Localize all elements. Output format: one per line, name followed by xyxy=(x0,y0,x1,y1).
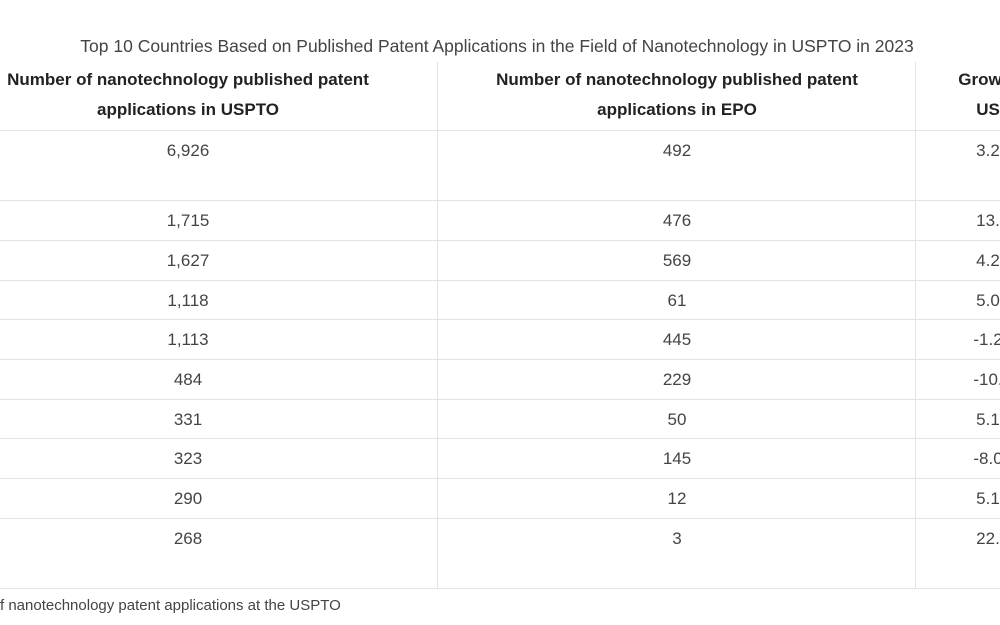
column-header: applications in USPTO xyxy=(97,100,279,119)
row-divider xyxy=(0,319,1000,320)
table-cell: 1,715 xyxy=(166,211,210,230)
column-header: applications in EPO xyxy=(597,100,757,119)
table-cell: 323 xyxy=(173,449,203,468)
table-cell: 145 xyxy=(662,449,692,468)
table-cell: 5.1 xyxy=(976,410,1000,429)
table-cell: -10. xyxy=(973,370,1000,389)
table-cell: 61 xyxy=(667,291,687,310)
table-cell: 13. xyxy=(976,211,1000,230)
table-cell: 569 xyxy=(662,251,692,270)
table-cell: 22. xyxy=(976,529,1000,548)
row-divider xyxy=(0,130,1000,131)
table-cell: -1.2 xyxy=(973,330,1000,349)
column-divider xyxy=(437,62,438,588)
row-divider xyxy=(0,359,1000,360)
table-cell: 5.0 xyxy=(976,291,1000,310)
row-divider xyxy=(0,280,1000,281)
column-header: Number of nanotechnology published paten… xyxy=(496,70,858,89)
column-header: Number of nanotechnology published paten… xyxy=(7,70,369,89)
table-cell: 3.2 xyxy=(976,141,1000,160)
table-title: Top 10 Countries Based on Published Pate… xyxy=(80,36,914,56)
table-cell: 1,113 xyxy=(167,330,209,349)
table-cell: 1,627 xyxy=(166,251,210,270)
table-cell: 5.1 xyxy=(976,489,1000,508)
table-cell: 229 xyxy=(662,370,692,389)
row-divider xyxy=(0,240,1000,241)
row-divider xyxy=(0,588,1000,589)
column-divider xyxy=(915,62,916,588)
table-cell: 290 xyxy=(173,489,203,508)
table-cell: 3 xyxy=(672,529,682,548)
footnote: f nanotechnology patent applications at … xyxy=(0,597,341,614)
table-cell: 445 xyxy=(662,330,692,349)
table-cell: 50 xyxy=(667,410,687,429)
table-cell: 1,118 xyxy=(167,291,209,310)
table-cell: 476 xyxy=(662,211,692,230)
row-divider xyxy=(0,478,1000,479)
table-cell: 4.2 xyxy=(976,251,1000,270)
table-cell: 6,926 xyxy=(166,141,210,160)
row-divider xyxy=(0,399,1000,400)
column-header: US xyxy=(976,100,1000,119)
column-header: Growth xyxy=(958,70,1000,89)
row-divider xyxy=(0,200,1000,201)
table-cell: 484 xyxy=(173,370,203,389)
table-cell: -8.0 xyxy=(973,449,1000,468)
table-cell: 12 xyxy=(667,489,687,508)
row-divider xyxy=(0,518,1000,519)
table-cell: 268 xyxy=(173,529,203,548)
table-cell: 492 xyxy=(662,141,692,160)
row-divider xyxy=(0,438,1000,439)
table-cell: 331 xyxy=(173,410,203,429)
